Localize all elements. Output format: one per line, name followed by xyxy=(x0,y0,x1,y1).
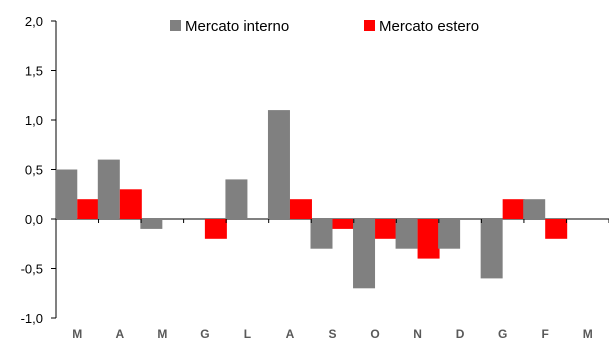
y-tick-label: 0,5 xyxy=(25,163,43,178)
x-category-label: A xyxy=(115,327,124,341)
bar-mercato-interno xyxy=(310,219,333,249)
x-category-label: S xyxy=(328,327,336,341)
y-tick-label: -1,0 xyxy=(21,311,43,326)
x-category-label: G xyxy=(498,327,507,341)
bar-mercato-estero xyxy=(119,189,142,219)
bar-mercato-estero xyxy=(545,219,568,239)
x-category-label: A xyxy=(286,327,295,341)
x-category-label: D xyxy=(456,327,465,341)
legend: Mercato interno Mercato estero xyxy=(170,18,479,35)
bar-mercato-estero xyxy=(204,219,227,239)
y-tick-label: 2,0 xyxy=(25,14,43,29)
bar-mercato-interno xyxy=(225,179,248,219)
bar-mercato-estero xyxy=(375,219,398,239)
bar-mercato-estero xyxy=(289,199,312,219)
legend-swatch xyxy=(364,20,375,31)
y-tick-label: 1,5 xyxy=(25,64,43,79)
bar-mercato-interno xyxy=(480,219,503,279)
bar-mercato-interno xyxy=(97,159,120,219)
bar-mercato-interno xyxy=(395,219,418,249)
x-category-label: L xyxy=(244,327,251,341)
bar-mercato-estero xyxy=(77,199,100,219)
bar-mercato-estero xyxy=(332,219,355,229)
legend-label: Mercato interno xyxy=(185,18,289,35)
x-category-label: M xyxy=(72,327,82,341)
bar-mercato-estero xyxy=(417,219,440,259)
x-category-label: M xyxy=(583,327,593,341)
bar-mercato-interno xyxy=(523,199,546,219)
y-tick-label: 0,0 xyxy=(25,212,43,227)
bar-mercato-interno xyxy=(140,219,163,229)
x-category-label: O xyxy=(370,327,379,341)
bar-mercato-interno xyxy=(267,110,290,219)
bar-mercato-interno xyxy=(438,219,461,249)
legend-swatch xyxy=(170,20,181,31)
bar-mercato-interno xyxy=(55,169,78,219)
x-category-label: G xyxy=(200,327,209,341)
bar-mercato-interno xyxy=(353,219,376,289)
y-tick-label: -0,5 xyxy=(21,262,43,277)
x-category-label: F xyxy=(542,327,549,341)
y-tick-label: 1,0 xyxy=(25,113,43,128)
bars xyxy=(55,110,568,289)
y-axis-ticks: 2,0 1,5 1,0 0,5 0,0 -0,5 -1,0 xyxy=(21,14,56,326)
x-category-label: M xyxy=(157,327,167,341)
legend-label: Mercato estero xyxy=(379,18,479,35)
x-category-label: N xyxy=(413,327,422,341)
axes xyxy=(55,21,609,318)
bar-mercato-estero xyxy=(502,199,525,219)
